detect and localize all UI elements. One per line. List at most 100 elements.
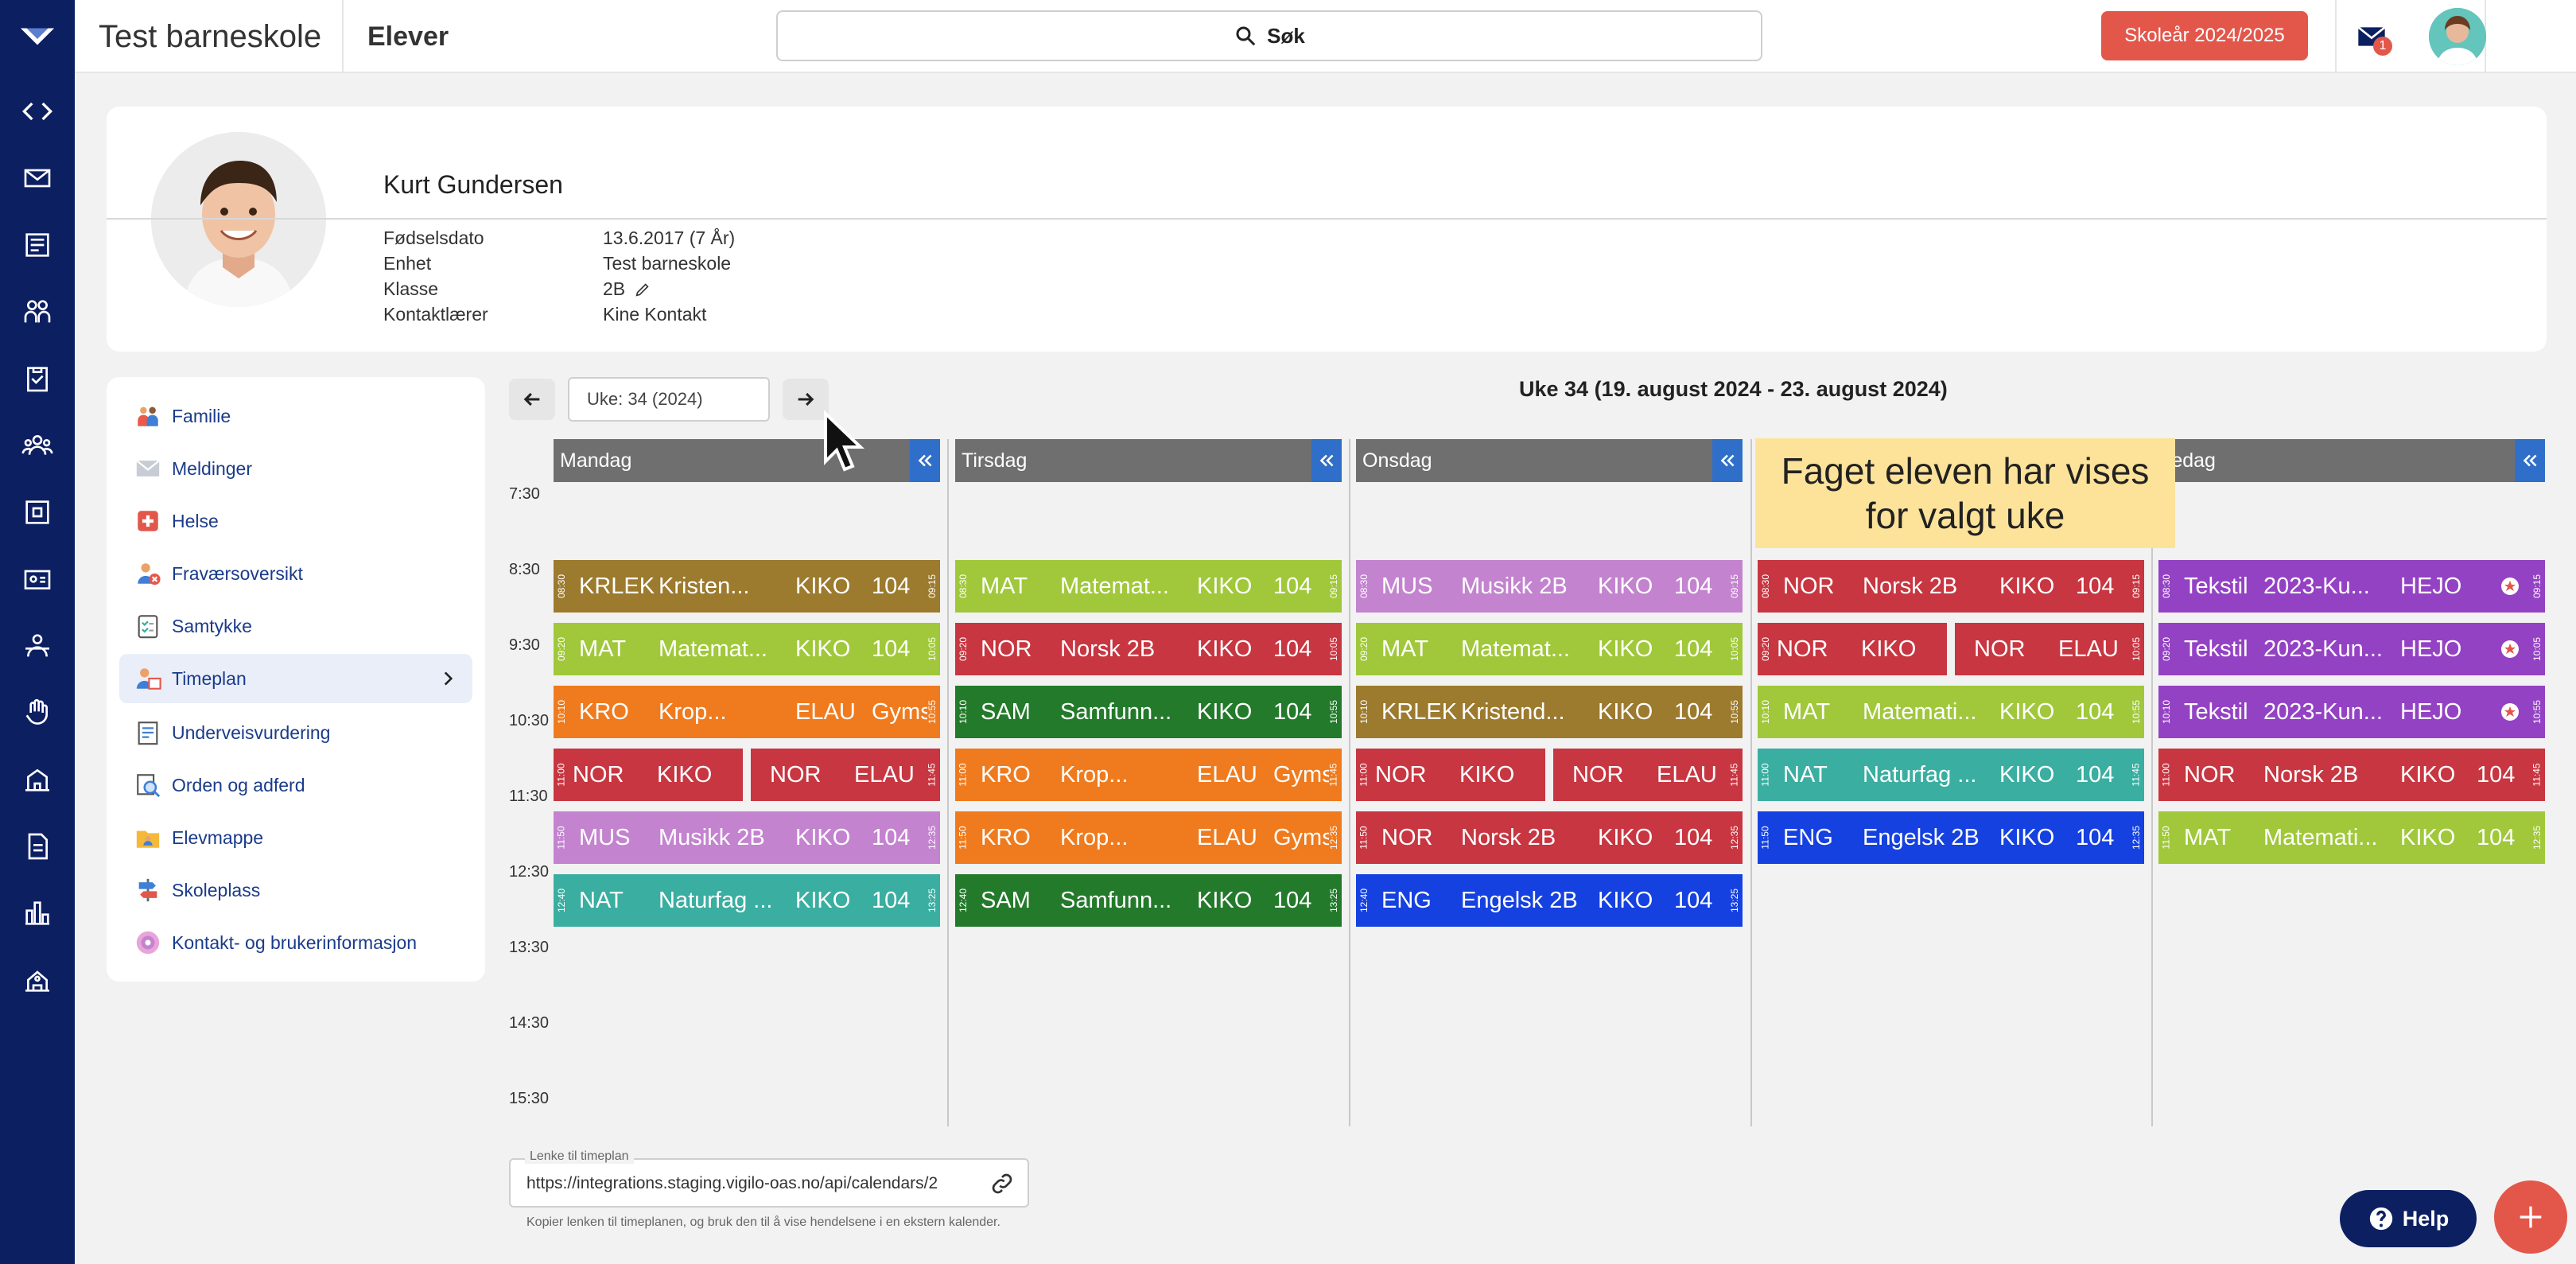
lesson-time: 11:00 (955, 749, 971, 801)
lesson-block[interactable]: 08:30 NOR Norsk 2B KIKO 104 09:15 (1758, 560, 2144, 613)
link-copy-icon[interactable] (989, 1171, 1015, 1196)
lesson-block[interactable]: 08:30 Tekstil 2023-Ku... HEJO 09:15 (2158, 560, 2545, 613)
lesson-time-strip: 10:05 (2128, 623, 2144, 675)
lesson-group: Naturfag ... (659, 887, 773, 913)
lesson-time-text: 11:00 (556, 763, 568, 787)
lesson-block[interactable]: 10:10 MAT Matemati... KIKO 104 10:55 (1758, 686, 2144, 738)
mail-icon[interactable] (0, 154, 75, 202)
calendar-link-field[interactable]: Lenke til timeplan https://integrations.… (509, 1149, 1029, 1208)
building-icon[interactable] (0, 956, 75, 1004)
news-icon[interactable] (0, 221, 75, 269)
puzzle-icon[interactable] (0, 488, 75, 536)
lesson-block[interactable]: 09:20 MAT Matemat... KIKO 104 10:05 (1356, 623, 1743, 675)
lesson-time-text: 09:20 (958, 636, 969, 662)
plus-icon (2520, 1206, 2542, 1228)
lesson-block[interactable]: 12:40 ENG Engelsk 2B KIKO 104 13:25 (1356, 874, 1743, 927)
menu-item-meldinger[interactable]: Meldinger (119, 444, 472, 493)
menu-item-orden-og-adferd[interactable]: Orden og adferd (119, 760, 472, 810)
search-input[interactable]: Søk (776, 10, 1762, 61)
menu-item-fravaersoversikt[interactable]: Fraværsoversikt (119, 549, 472, 598)
collapse-day-button[interactable] (1712, 439, 1743, 482)
lesson-time: 11:45 (1727, 749, 1743, 801)
lesson-time: 12:40 (955, 874, 971, 927)
lesson-group: Norsk 2B (1461, 824, 1556, 850)
app-logo[interactable] (0, 13, 75, 60)
add-button[interactable] (2494, 1180, 2567, 1254)
collapse-day-button[interactable] (910, 439, 940, 482)
code-icon[interactable] (0, 88, 75, 135)
class-text: 2B (603, 278, 626, 299)
lesson-time: 11:50 (1356, 811, 1372, 864)
menu-item-helse[interactable]: Helse (119, 496, 472, 546)
clipboard-icon[interactable] (0, 355, 75, 403)
lesson-time-text: 11:50 (556, 826, 568, 850)
school-name: Test barneskole (99, 19, 322, 54)
next-week-button[interactable] (783, 379, 829, 420)
lesson-time-text: 11:45 (2131, 763, 2143, 787)
school-icon[interactable] (0, 756, 75, 803)
lesson-block[interactable]: 09:20 Tekstil 2023-Kun... HEJO 10:05 (2158, 623, 2545, 675)
school-year-button[interactable]: Skoleår 2024/2025 (2101, 11, 2308, 60)
lesson-time-text: 11:50 (1760, 826, 1772, 850)
menu-item-underveisvurdering[interactable]: Underveisvurdering (119, 708, 472, 757)
lesson-block[interactable]: 10:10 KRLEK Kristend... KIKO 104 10:55 (1356, 686, 1743, 738)
lesson-block[interactable]: 11:00 NAT Naturfag ... KIKO 104 11:45 (1758, 749, 2144, 801)
lesson-block[interactable]: NOR KIKO (1758, 623, 1947, 675)
lesson-block[interactable]: 10:10 KRO Krop... ELAU Gymsal10:55 (554, 686, 940, 738)
question-icon (2369, 1207, 2392, 1231)
hand-icon[interactable] (0, 689, 75, 737)
help-button[interactable]: Help (2340, 1190, 2477, 1247)
family-icon (134, 402, 162, 430)
messages-button[interactable]: 1 (2351, 16, 2392, 57)
groups-icon[interactable] (0, 422, 75, 469)
menu-item-samtykke[interactable]: Samtykke (119, 601, 472, 651)
week-picker-input[interactable]: Uke: 34 (2024) (568, 377, 770, 422)
lesson-block[interactable]: 12:40 SAM Samfunn... KIKO 104 13:25 (955, 874, 1342, 927)
lesson-block[interactable]: 11:50 MUS Musikk 2B KIKO 104 12:35 (554, 811, 940, 864)
lesson-block[interactable]: NOR KIKO (1356, 749, 1545, 801)
lesson-time: 13:25 (1727, 874, 1743, 927)
lesson-block[interactable]: 09:20 NOR Norsk 2B KIKO 104 10:05 (955, 623, 1342, 675)
lesson-block[interactable]: 11:50 ENG Engelsk 2B KIKO 104 12:35 (1758, 811, 2144, 864)
lesson-block[interactable]: 10:10 SAM Samfunn... KIKO 104 10:55 (955, 686, 1342, 738)
lesson-block[interactable]: NOR ELAU (751, 749, 940, 801)
lesson-block[interactable]: 10:10 Tekstil 2023-Kun... HEJO 10:55 (2158, 686, 2545, 738)
teacher-icon[interactable] (0, 622, 75, 670)
lesson-block[interactable]: 11:00 NOR Norsk 2B KIKO 104 11:45 (2158, 749, 2545, 801)
pencil-icon[interactable] (634, 281, 651, 298)
lesson-block[interactable]: 11:50 KRO Krop... ELAU Gymsal12:35 (955, 811, 1342, 864)
lesson-block[interactable]: 11:50 MAT Matemati... KIKO 104 12:35 (2158, 811, 2545, 864)
menu-item-familie[interactable]: Familie (119, 391, 472, 441)
menu-item-skoleplass[interactable]: Skoleplass (119, 865, 472, 915)
collapse-day-button[interactable] (1311, 439, 1342, 482)
lesson-room: 104 (2477, 761, 2516, 788)
user-avatar[interactable] (2429, 8, 2486, 65)
document-icon[interactable] (0, 823, 75, 870)
search-icon (1236, 26, 1256, 46)
lesson-group: Kristen... (659, 573, 750, 599)
lesson-block[interactable]: 08:30 MUS Musikk 2B KIKO 104 09:15 (1356, 560, 1743, 613)
menu-item-elevmappe[interactable]: Elevmappe (119, 813, 472, 862)
lesson-block[interactable]: 08:30 MAT Matemat... KIKO 104 09:15 (955, 560, 1342, 613)
lesson-block[interactable]: 09:20 MAT Matemat... KIKO 104 10:05 (554, 623, 940, 675)
menu-item-kontakt-og-brukerinformasjon[interactable]: Kontakt- og brukerinformasjon (119, 918, 472, 967)
lesson-block[interactable]: 08:30 KRLEK Kristen... KIKO 104 09:15 (554, 560, 940, 613)
lesson-time: 11:00 (1356, 749, 1372, 801)
lesson-block[interactable]: NOR KIKO (554, 749, 743, 801)
lesson-block[interactable]: NOR ELAU (1955, 623, 2144, 675)
unit-value: Test barneskole (603, 253, 732, 274)
lesson-subject: Tekstil (2184, 698, 2248, 725)
previous-week-button[interactable] (509, 379, 555, 420)
students-icon[interactable] (0, 288, 75, 336)
lesson-time-strip: 09:20 (1758, 623, 1774, 675)
lesson-time: 08:30 (554, 560, 569, 613)
lesson-block[interactable]: 12:40 NAT Naturfag ... KIKO 104 13:25 (554, 874, 940, 927)
bar-chart-icon[interactable] (0, 889, 75, 937)
menu-item-timeplan[interactable]: Timeplan (119, 654, 472, 703)
lesson-block[interactable]: 11:00 KRO Krop... ELAU Gymsal11:45 (955, 749, 1342, 801)
collapse-day-button[interactable] (2515, 439, 2545, 482)
lesson-block[interactable]: 11:50 NOR Norsk 2B KIKO 104 12:35 (1356, 811, 1743, 864)
lesson-block[interactable]: NOR ELAU (1553, 749, 1743, 801)
id-card-icon[interactable] (0, 555, 75, 603)
calendar-link-value[interactable]: https://integrations.staging.vigilo-oas.… (526, 1174, 938, 1192)
